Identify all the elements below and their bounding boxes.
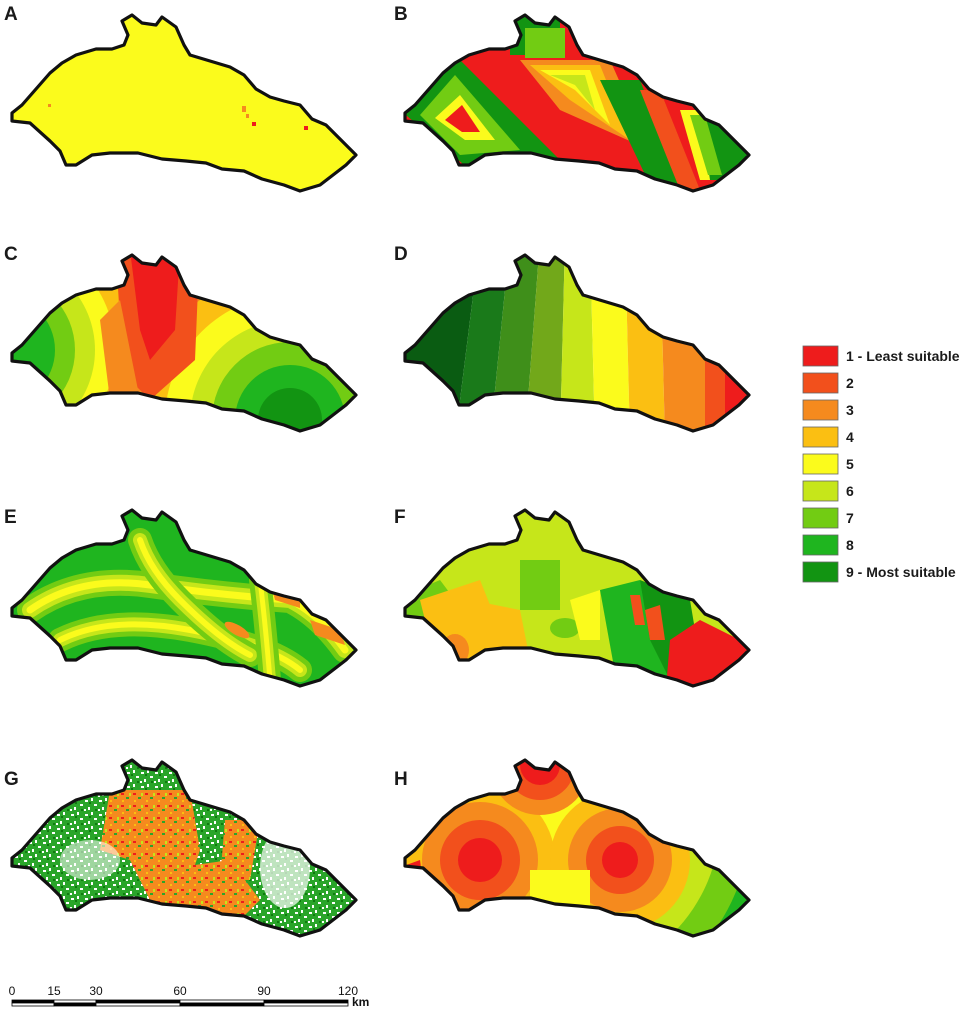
panel-label-g: G [4, 769, 19, 790]
legend-swatch-6 [802, 480, 839, 502]
scale-segment-top [95, 999, 181, 1004]
panel-label-d: D [394, 244, 408, 265]
legend-label-1: 1 - Least suitable [846, 348, 960, 364]
legend-swatch-1 [802, 345, 839, 367]
legend-swatch-9 [802, 561, 839, 583]
panel-f: F [394, 507, 751, 688]
legend-swatch-7 [802, 507, 839, 529]
scale-tick-label: 0 [9, 984, 16, 998]
panel-label-h: H [394, 769, 408, 790]
scale-segment-bottom [179, 1002, 265, 1007]
panel-label-a: A [4, 4, 18, 25]
panel-e-raster [12, 510, 356, 686]
panel-g-raster [12, 760, 356, 936]
legend-label-2: 2 [846, 375, 854, 391]
panel-f-raster [405, 510, 749, 686]
panel-d: D [394, 244, 751, 433]
panel-g: G [4, 758, 358, 938]
panel-c: C [4, 244, 358, 433]
scale-segment-top [179, 999, 265, 1004]
scale-segment-bottom [263, 1002, 349, 1007]
panel-c-raster [12, 255, 356, 431]
scale-segment-bottom [53, 1002, 97, 1007]
legend-swatch-2 [802, 372, 839, 394]
panel-label-b: B [394, 4, 408, 25]
legend-swatch-5 [802, 453, 839, 475]
legend-label-7: 7 [846, 510, 854, 526]
legend-swatch-8 [802, 534, 839, 556]
scale-tick-label: 90 [257, 984, 271, 998]
scale-unit-label: km [352, 995, 369, 1009]
scale-tick-label: 30 [89, 984, 103, 998]
scale-tick-label: 15 [47, 984, 61, 998]
legend-label-6: 6 [846, 483, 854, 499]
panel-b-raster [405, 15, 749, 191]
legend-label-4: 4 [846, 429, 854, 445]
legend-label-3: 3 [846, 402, 854, 418]
scale-tick-label: 60 [173, 984, 187, 998]
panel-label-c: C [4, 244, 18, 265]
legend-label-5: 5 [846, 456, 854, 472]
panel-d-raster [405, 255, 749, 431]
legend-swatch-3 [802, 399, 839, 421]
panel-b: B [394, 4, 751, 193]
scale-segment-bottom [95, 1002, 181, 1007]
panel-label-e: E [4, 507, 17, 528]
scale-segment-top [11, 999, 55, 1004]
scale-segment-top [263, 999, 349, 1004]
legend: 1 - Least suitable 2 3 4 5 6 7 8 9 - Most suitab… [802, 345, 960, 583]
legend-label-8: 8 [846, 537, 854, 553]
legend-label-9: 9 - Most suitable [846, 564, 956, 580]
panel-a: A [4, 4, 358, 193]
scale-tick-label: 120 [338, 984, 358, 998]
legend-swatch-4 [802, 426, 839, 448]
scale-segment-bottom [11, 1002, 55, 1007]
scale-segment-top [53, 999, 97, 1004]
panel-a-raster [12, 15, 356, 191]
panel-label-f: F [394, 507, 406, 528]
panel-e: E [4, 507, 358, 688]
